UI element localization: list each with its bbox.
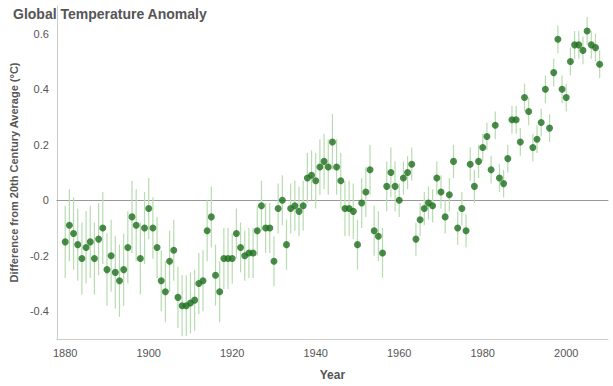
svg-text:Year: Year	[320, 368, 346, 382]
svg-text:0.2: 0.2	[34, 139, 49, 151]
svg-text:0.6: 0.6	[34, 28, 49, 40]
svg-text:Difference from 20th Century A: Difference from 20th Century Average (°C…	[8, 62, 20, 282]
svg-text:1980: 1980	[470, 347, 494, 359]
svg-text:0.4: 0.4	[34, 83, 49, 95]
svg-text:Global Temperature Anomaly: Global Temperature Anomaly	[13, 6, 207, 22]
svg-text:2000: 2000	[554, 347, 578, 359]
svg-text:1960: 1960	[387, 347, 411, 359]
svg-text:1880: 1880	[53, 347, 77, 359]
svg-text:-0.4: -0.4	[30, 305, 49, 317]
svg-text:1940: 1940	[303, 347, 327, 359]
svg-text:1920: 1920	[220, 347, 244, 359]
svg-text:0: 0	[43, 194, 49, 206]
svg-text:-0.2: -0.2	[30, 250, 49, 262]
svg-text:1900: 1900	[136, 347, 160, 359]
